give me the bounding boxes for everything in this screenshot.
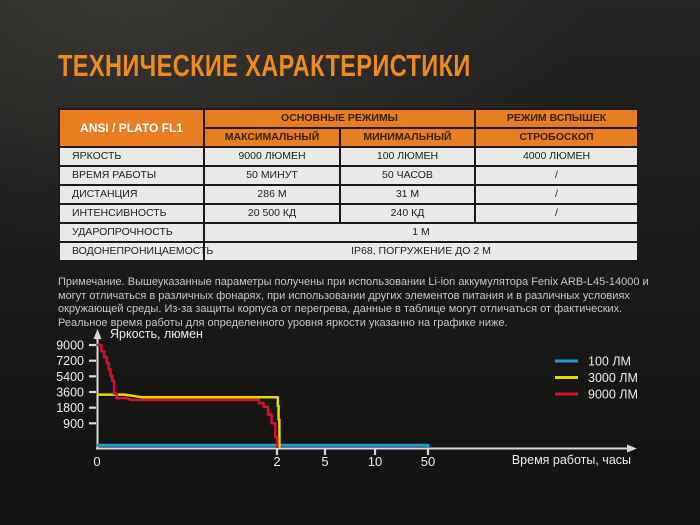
table-col-strobe: СТРОБОСКОП — [474, 127, 639, 148]
table-group-main-modes: ОСНОВНЫЕ РЕЖИМЫ — [203, 108, 476, 129]
y-tick-label: 7200 — [56, 354, 84, 368]
x-tick-label: 5 — [321, 454, 328, 469]
spec-value: 100 ЛЮМЕН — [339, 146, 476, 167]
spec-value-span: 1 М — [203, 222, 639, 243]
page-title: ТЕХНИЧЕСКИЕ ХАРАКТЕРИСТИКИ — [58, 48, 471, 83]
spec-value: 9000 ЛЮМЕН — [203, 146, 341, 167]
x-tick-label: 50 — [421, 454, 435, 469]
spec-label: ЯРКОСТЬ — [58, 146, 205, 167]
spec-label: ИНТЕНСИВНОСТЬ — [58, 203, 205, 224]
spec-value: / — [474, 184, 639, 205]
series-line-1 — [97, 393, 281, 448]
table-col-minimum: МИНИМАЛЬНЫЙ — [339, 127, 476, 148]
chart-legend: 100 ЛМ 3000 ЛМ 9000 ЛМ — [555, 355, 638, 402]
spec-value: 50 ЧАСОВ — [339, 165, 476, 186]
table-header-row-columns: МАКСИМАЛЬНЫЙ МИНИМАЛЬНЫЙ СТРОБОСКОП — [59, 127, 639, 148]
spec-value: 50 МИНУТ — [203, 165, 341, 186]
spec-table: ANSI / PLATO FL1 ОСНОВНЫЕ РЕЖИМЫ РЕЖИМ В… — [58, 108, 639, 262]
spec-label: ДИСТАНЦИЯ — [58, 184, 205, 205]
spec-value: 31 М — [339, 184, 476, 205]
table-body: ЯРКОСТЬ 9000 ЛЮМЕН 100 ЛЮМЕН 4000 ЛЮМЕН ВРЕМ… — [58, 146, 639, 262]
spec-value: 20 500 КД — [203, 203, 341, 224]
spec-row: ЯРКОСТЬ 9000 ЛЮМЕН 100 ЛЮМЕН 4000 ЛЮМЕН — [58, 146, 639, 167]
legend-label-1: 3000 ЛМ — [588, 371, 638, 385]
legend-label-0: 100 ЛМ — [588, 355, 631, 369]
spec-value: 4000 ЛЮМЕН — [474, 146, 639, 167]
footnote-text: Примечание. Вышеуказанные параметры полу… — [58, 276, 649, 329]
chart-series — [97, 343, 430, 448]
series-line-0 — [97, 443, 430, 448]
table-header-row-groups: ANSI / PLATO FL1 ОСНОВНЫЕ РЕЖИМЫ РЕЖИМ В… — [58, 108, 639, 148]
spec-value: 240 КД — [339, 203, 476, 224]
table-col-maximum: МАКСИМАЛЬНЫЙ — [203, 127, 341, 148]
y-tick-label: 900 — [63, 417, 84, 431]
y-tick-label: 1800 — [56, 401, 84, 415]
series-line-2 — [97, 343, 279, 448]
table-corner-cell: ANSI / PLATO FL1 — [58, 108, 205, 148]
y-tick-label: 5400 — [56, 370, 84, 384]
spec-row: ДИСТАНЦИЯ 286 М 31 М / — [58, 184, 639, 205]
spec-label: УДАРОПРОЧНОСТЬ — [58, 222, 205, 243]
y-tick-label: 9000 — [56, 339, 84, 353]
spec-value: 286 М — [203, 184, 341, 205]
spec-value: / — [474, 203, 639, 224]
spec-label: ВОДОНЕПРОНИЦАЕМОСТЬ — [58, 241, 213, 262]
y-axis-arrow-icon — [93, 329, 102, 339]
spec-value: / — [474, 165, 639, 186]
x-axis-title: Время работы, часы — [512, 453, 631, 467]
x-tick-label: 10 — [368, 454, 382, 469]
spec-row: ВРЕМЯ РАБОТЫ 50 МИНУТ 50 ЧАСОВ / — [58, 165, 639, 186]
y-axis-title: Яркость, люмен — [110, 327, 203, 341]
spec-row: ВОДОНЕПРОНИЦАЕМОСТЬ IP68, ПОГРУЖЕНИЕ ДО 2… — [58, 241, 639, 262]
x-tick-label: 0 — [93, 454, 100, 469]
spec-row: ИНТЕНСИВНОСТЬ 20 500 КД 240 КД / — [58, 203, 639, 224]
x-axis-arrow-icon — [627, 444, 637, 453]
legend-label-2: 9000 ЛМ — [588, 388, 638, 402]
spec-row: УДАРОПРОЧНОСТЬ 1 М — [58, 222, 639, 243]
x-tick-label: 2 — [273, 454, 280, 469]
spec-value-span: IP68, ПОГРУЖЕНИЕ ДО 2 М — [203, 241, 639, 262]
table-group-flash-mode: РЕЖИМ ВСПЫШЕК — [474, 108, 639, 129]
spec-label: ВРЕМЯ РАБОТЫ — [58, 165, 205, 186]
y-tick-label: 3600 — [56, 386, 84, 400]
